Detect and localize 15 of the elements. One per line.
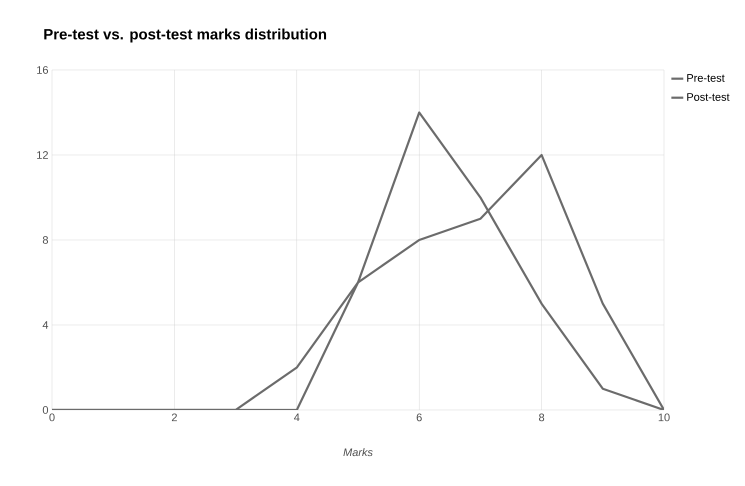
- x-tick-label: 8: [539, 414, 544, 422]
- y-tick-label: 0: [42, 406, 48, 414]
- y-tick-label: 8: [42, 236, 48, 244]
- x-tick-label: 4: [294, 414, 300, 422]
- y-tick-label: 12: [37, 151, 48, 159]
- x-tick-label: 6: [416, 414, 422, 422]
- y-tick-label: 4: [42, 321, 48, 329]
- x-tick-label: 2: [172, 414, 177, 422]
- legend-label: Pre-test: [687, 74, 725, 82]
- x-tick-label: 10: [658, 414, 670, 422]
- x-axis-title: Marks: [343, 448, 373, 456]
- legend-label: Post-test: [687, 93, 730, 101]
- chart-title: Pre-test vs. post-test marks distribution: [44, 28, 326, 42]
- x-tick-label: 0: [49, 414, 55, 422]
- y-tick-label: 16: [37, 66, 48, 74]
